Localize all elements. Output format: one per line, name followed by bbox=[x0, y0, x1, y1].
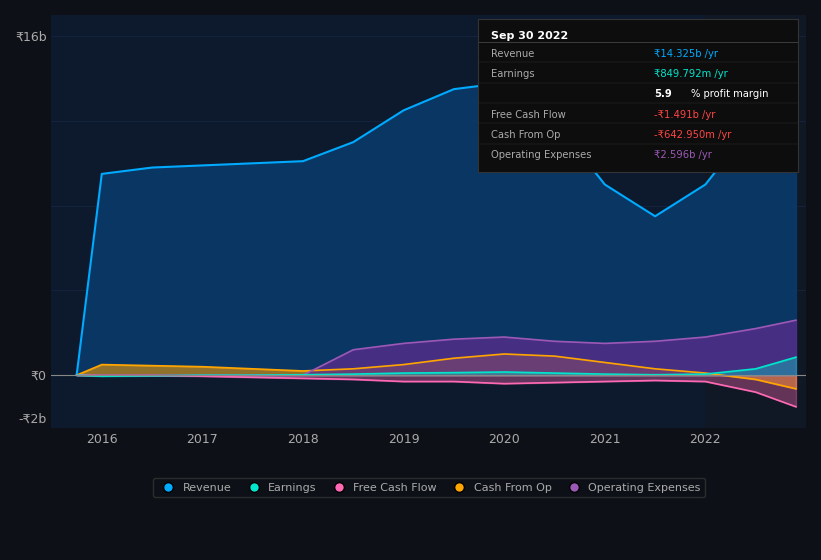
Bar bbox=[705, 15, 806, 428]
Legend: Revenue, Earnings, Free Cash Flow, Cash From Op, Operating Expenses: Revenue, Earnings, Free Cash Flow, Cash … bbox=[153, 478, 705, 497]
